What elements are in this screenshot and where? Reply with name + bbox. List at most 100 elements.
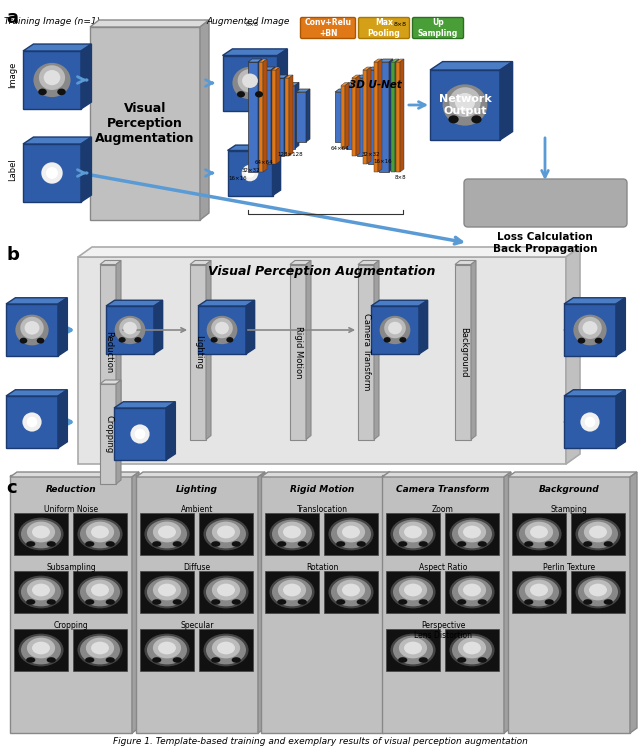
Text: Image: Image <box>8 62 17 88</box>
Ellipse shape <box>217 526 235 539</box>
FancyBboxPatch shape <box>464 179 627 227</box>
Ellipse shape <box>152 542 161 547</box>
Polygon shape <box>341 82 349 85</box>
Ellipse shape <box>31 61 73 100</box>
Bar <box>190 264 206 440</box>
Ellipse shape <box>440 82 490 129</box>
Bar <box>290 264 306 440</box>
Ellipse shape <box>19 518 63 551</box>
Text: Aspect Ratio: Aspect Ratio <box>419 563 467 572</box>
Bar <box>445 629 499 671</box>
Polygon shape <box>285 82 299 85</box>
Bar <box>140 629 194 671</box>
Ellipse shape <box>33 63 70 97</box>
Ellipse shape <box>126 420 154 448</box>
Bar <box>28 149 76 197</box>
Ellipse shape <box>278 521 306 542</box>
Polygon shape <box>274 75 288 78</box>
Polygon shape <box>81 44 92 109</box>
Ellipse shape <box>217 642 235 655</box>
Bar <box>446 514 498 554</box>
Ellipse shape <box>530 583 548 596</box>
Bar <box>100 384 116 484</box>
Ellipse shape <box>119 318 141 339</box>
Ellipse shape <box>173 542 182 547</box>
Bar <box>15 514 67 554</box>
Polygon shape <box>223 49 287 55</box>
Bar <box>285 85 295 148</box>
Ellipse shape <box>77 576 123 608</box>
Polygon shape <box>58 298 67 356</box>
Ellipse shape <box>449 115 459 124</box>
Polygon shape <box>356 75 360 156</box>
Ellipse shape <box>463 526 481 539</box>
Text: Reduction: Reduction <box>45 485 96 494</box>
Polygon shape <box>367 75 371 156</box>
Ellipse shape <box>153 521 181 542</box>
Polygon shape <box>306 89 310 142</box>
Ellipse shape <box>15 315 49 345</box>
Polygon shape <box>400 59 404 172</box>
Text: 16×16: 16×16 <box>228 176 247 181</box>
Bar <box>6 304 58 356</box>
Text: 8×8: 8×8 <box>394 22 406 27</box>
Text: Translocation: Translocation <box>296 505 348 514</box>
Ellipse shape <box>516 576 561 608</box>
Ellipse shape <box>471 115 482 124</box>
Ellipse shape <box>27 580 55 601</box>
Bar <box>368 70 378 164</box>
Ellipse shape <box>230 64 270 102</box>
Ellipse shape <box>46 167 58 179</box>
Polygon shape <box>357 75 371 78</box>
Bar <box>73 571 127 613</box>
Polygon shape <box>345 89 349 142</box>
Bar <box>352 78 356 156</box>
Bar <box>114 408 166 460</box>
Ellipse shape <box>404 583 422 596</box>
Ellipse shape <box>85 599 94 604</box>
Ellipse shape <box>463 642 481 655</box>
Polygon shape <box>258 472 265 733</box>
Ellipse shape <box>584 521 612 542</box>
Ellipse shape <box>80 636 120 664</box>
Ellipse shape <box>458 580 486 601</box>
Ellipse shape <box>457 542 467 547</box>
Text: 64×64: 64×64 <box>331 146 349 151</box>
Ellipse shape <box>158 642 176 655</box>
Polygon shape <box>78 247 580 257</box>
Ellipse shape <box>269 518 315 551</box>
Ellipse shape <box>24 321 40 335</box>
Ellipse shape <box>206 636 246 664</box>
Polygon shape <box>378 67 382 164</box>
Bar <box>387 572 438 612</box>
Polygon shape <box>396 59 404 62</box>
Text: Zoom: Zoom <box>432 505 454 514</box>
Bar <box>140 571 194 613</box>
Ellipse shape <box>232 599 241 604</box>
Ellipse shape <box>147 577 187 607</box>
Text: Background: Background <box>539 485 600 494</box>
Ellipse shape <box>206 520 246 548</box>
Text: 8×8: 8×8 <box>395 175 406 180</box>
Bar <box>266 572 317 612</box>
Bar <box>14 571 68 613</box>
Bar <box>74 572 125 612</box>
Ellipse shape <box>419 599 428 604</box>
Ellipse shape <box>19 634 63 667</box>
Polygon shape <box>471 261 476 440</box>
Ellipse shape <box>227 337 234 342</box>
Polygon shape <box>367 67 371 164</box>
Ellipse shape <box>47 657 56 663</box>
Ellipse shape <box>211 542 220 547</box>
Text: 64×64: 64×64 <box>254 160 273 165</box>
Ellipse shape <box>173 599 182 604</box>
Polygon shape <box>566 247 580 464</box>
Ellipse shape <box>272 520 312 548</box>
Polygon shape <box>246 300 255 354</box>
Polygon shape <box>504 472 511 733</box>
Text: Rigid Motion: Rigid Motion <box>290 485 354 494</box>
Bar <box>227 61 273 106</box>
Ellipse shape <box>328 576 374 608</box>
Bar <box>74 630 125 670</box>
Ellipse shape <box>173 657 182 663</box>
